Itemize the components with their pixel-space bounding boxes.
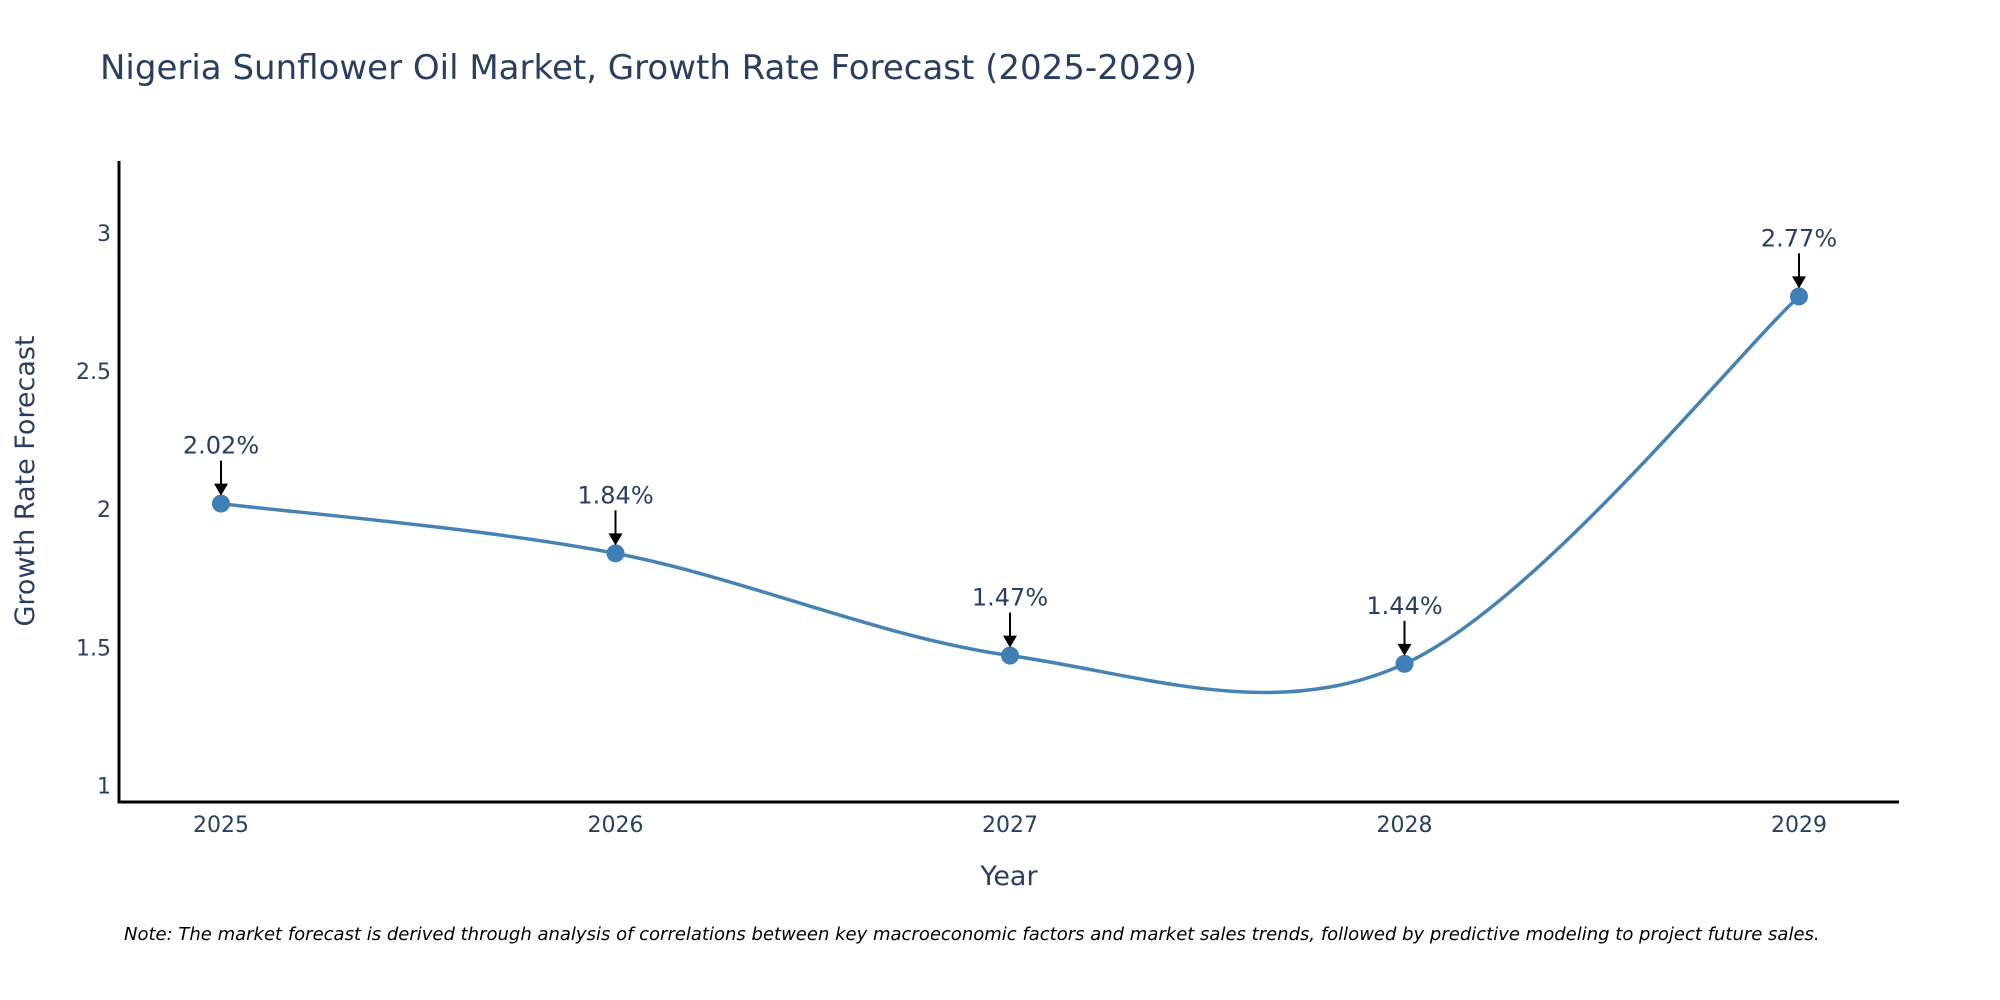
y-axis-title: Growth Rate Forecast <box>10 335 41 626</box>
footnote: Note: The market forecast is derived thr… <box>124 924 1820 945</box>
series-line <box>219 294 1801 695</box>
y-tick-label: 1 <box>97 774 111 799</box>
x-tick-labels: 2025 2026 2027 2028 2029 <box>193 813 1827 838</box>
data-label-arrowhead <box>1003 635 1017 648</box>
x-tick-label: 2028 <box>1377 813 1433 838</box>
data-label: 2.77% <box>1761 224 1837 252</box>
data-label: 1.44% <box>1366 592 1442 620</box>
data-point-marker <box>1790 287 1808 306</box>
chart-title: Nigeria Sunflower Oil Market, Growth Rat… <box>100 48 1197 88</box>
data-point-marker <box>1001 646 1019 665</box>
data-labels: 2.02% 1.84% 1.47% 1.44% 2.77% <box>183 224 1837 656</box>
y-tick-label: 3 <box>97 222 111 247</box>
data-label-arrowhead <box>214 483 228 496</box>
x-tick-label: 2027 <box>982 813 1038 838</box>
x-tick-label: 2026 <box>588 813 644 838</box>
data-label: 2.02% <box>183 432 259 460</box>
data-label-arrowhead <box>608 533 623 546</box>
data-point-marker <box>212 494 230 513</box>
y-tick-labels: 1 1.5 2 2.5 3 <box>76 222 111 800</box>
data-point-marker <box>1395 654 1414 673</box>
y-tick-label: 1.5 <box>76 636 111 661</box>
data-points <box>212 287 1808 673</box>
x-axis-title: Year <box>979 861 1038 892</box>
y-tick-label: 2 <box>97 498 111 523</box>
data-label-arrowhead <box>1397 643 1412 656</box>
x-tick-label: 2025 <box>193 813 249 838</box>
data-label: 1.47% <box>972 584 1048 612</box>
plot-area: 1 1.5 2 2.5 3 2025 2026 2027 2028 2029 2.02% 1.84… <box>76 161 1899 838</box>
x-tick-label: 2029 <box>1771 813 1827 838</box>
y-tick-label: 2.5 <box>76 360 111 385</box>
data-label: 1.84% <box>577 481 653 509</box>
data-label-arrowhead <box>1792 276 1806 289</box>
data-point-marker <box>606 544 625 563</box>
